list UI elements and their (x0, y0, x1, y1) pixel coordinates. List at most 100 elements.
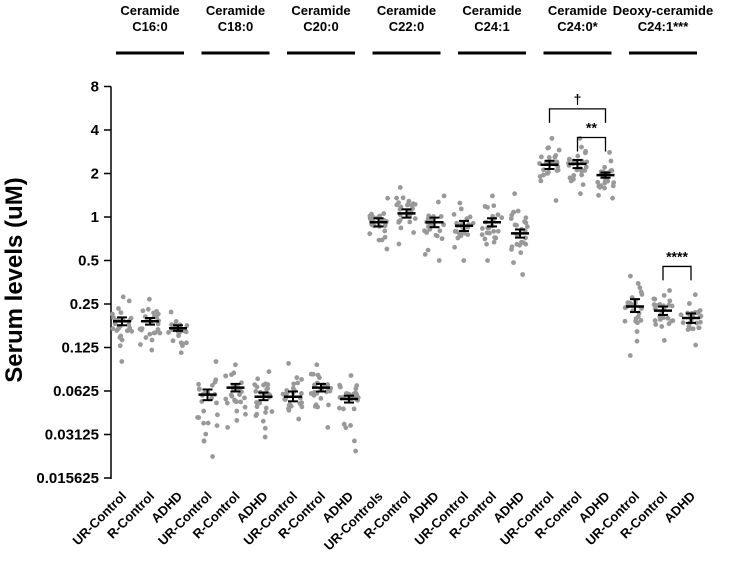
data-point (201, 438, 207, 444)
data-point (353, 386, 359, 391)
data-point (314, 362, 320, 368)
data-point (608, 158, 614, 164)
data-point (609, 168, 615, 173)
significance-bracket (576, 136, 607, 152)
data-point (146, 296, 152, 302)
data-point (412, 201, 418, 207)
significance-bracket (662, 265, 692, 281)
data-point (266, 369, 272, 375)
data-point (232, 398, 238, 404)
y-tick-label: 2 (91, 166, 99, 183)
group-title: C20:0 (303, 19, 338, 34)
y-tick-label: 8 (91, 79, 99, 96)
data-point (412, 216, 418, 221)
data-point (229, 372, 234, 378)
data-point (566, 156, 572, 162)
data-point (280, 391, 286, 397)
data-point (538, 154, 544, 160)
data-point (110, 311, 115, 317)
data-point (458, 206, 464, 212)
data-point (166, 330, 171, 335)
data-point (311, 392, 317, 398)
data-point (596, 183, 602, 189)
y-tick-label: 0.125 (61, 340, 99, 357)
data-point (234, 417, 240, 423)
data-point (120, 294, 126, 300)
data-point (385, 195, 391, 201)
data-point (351, 406, 357, 412)
data-point (441, 193, 447, 199)
data-point (294, 375, 300, 381)
data-point (652, 318, 658, 323)
x-axis-labels: UR-ControlR-ControlADHDUR-ControlR-Contr… (69, 489, 698, 554)
data-point (353, 448, 359, 454)
data-point (667, 298, 673, 304)
data-point (336, 405, 342, 411)
data-point (579, 169, 585, 174)
data-point (325, 424, 331, 430)
data-point (124, 328, 130, 334)
data-point (405, 201, 411, 207)
group-title: C22:0 (389, 19, 424, 34)
data-point (397, 206, 403, 212)
data-point (214, 412, 220, 418)
data-point (210, 454, 215, 459)
data-point (147, 331, 153, 337)
data-point (499, 215, 505, 221)
data-point (470, 220, 476, 226)
data-point (579, 144, 584, 150)
data-point (196, 381, 201, 387)
data-point (149, 337, 155, 343)
data-point (196, 415, 202, 420)
data-point (223, 373, 229, 379)
data-point (261, 382, 266, 388)
y-tick-label: 0.5 (78, 253, 99, 270)
data-point (595, 179, 601, 185)
data-point (512, 222, 518, 228)
data-point (149, 347, 155, 353)
data-point (260, 418, 266, 424)
data-point (394, 195, 399, 201)
data-point (602, 185, 607, 191)
data-point (633, 316, 639, 322)
data-point (549, 135, 555, 141)
data-point (411, 230, 417, 235)
data-point (694, 320, 700, 326)
data-point (698, 319, 703, 325)
group-title: Ceramide (291, 3, 350, 18)
data-point (407, 219, 413, 225)
data-point (638, 317, 644, 323)
data-point (523, 220, 529, 226)
data-point (667, 288, 672, 293)
data-point (461, 258, 467, 263)
y-tick-label: 1 (91, 209, 99, 226)
data-point (286, 361, 291, 366)
data-point (325, 382, 331, 387)
data-point (269, 409, 275, 414)
data-point (436, 258, 442, 263)
y-tick-label: 0.03125 (45, 427, 99, 444)
data-point (168, 309, 174, 315)
data-point (697, 308, 703, 313)
data-point (138, 327, 144, 333)
group-title: Ceramide (377, 3, 436, 18)
data-point (398, 225, 404, 231)
data-point (315, 372, 321, 378)
data-point (155, 321, 161, 327)
data-point (119, 359, 125, 364)
data-point (491, 203, 497, 209)
data-point (665, 315, 671, 321)
data-point (651, 296, 657, 302)
data-point (326, 402, 331, 408)
data-points (110, 135, 704, 459)
data-point (693, 342, 699, 348)
data-point (348, 423, 353, 428)
data-point (661, 337, 667, 343)
data-point (482, 236, 488, 242)
data-point (143, 335, 149, 340)
data-point (299, 391, 304, 396)
data-point (343, 425, 349, 431)
data-point (282, 397, 288, 402)
data-point (696, 325, 702, 331)
data-point (678, 312, 684, 318)
